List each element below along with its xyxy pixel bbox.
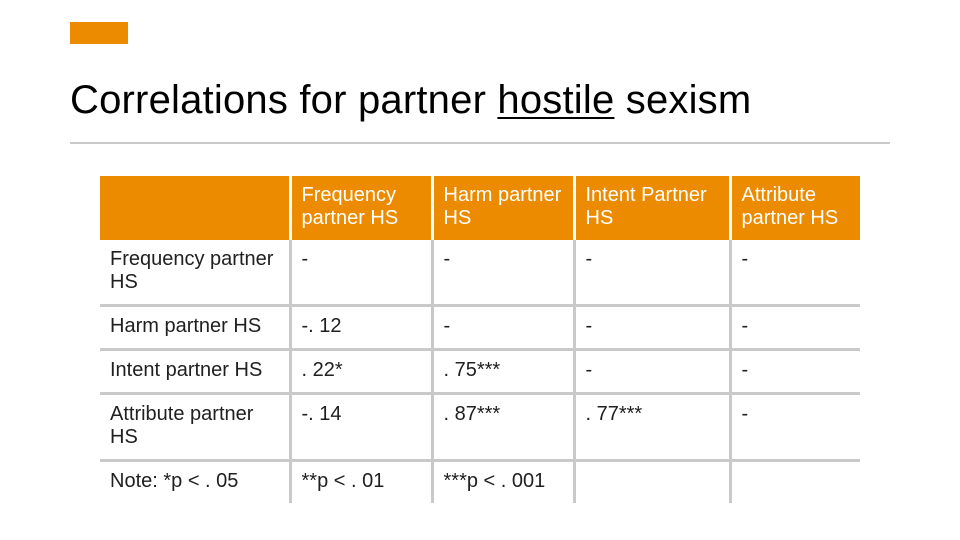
cell: - xyxy=(574,350,730,394)
correlation-table-container: Frequency partner HS Harm partner HS Int… xyxy=(100,176,860,503)
table-header: Harm partner HS xyxy=(432,176,574,240)
slide-title: Correlations for partner hostile sexism xyxy=(70,78,890,123)
cell: - xyxy=(432,306,574,350)
title-divider xyxy=(70,142,890,144)
table-row: Frequency partner HS - - - - xyxy=(100,240,860,306)
cell: . 77*** xyxy=(574,394,730,461)
cell: - xyxy=(730,306,860,350)
cell: -. 14 xyxy=(290,394,432,461)
table-row: Attribute partner HS -. 14 . 87*** . 77*… xyxy=(100,394,860,461)
cell: - xyxy=(574,306,730,350)
row-label: Attribute partner HS xyxy=(100,394,290,461)
table-header: Attribute partner HS xyxy=(730,176,860,240)
cell: - xyxy=(730,240,860,306)
table-header-blank xyxy=(100,176,290,240)
row-label: Harm partner HS xyxy=(100,306,290,350)
note-cell xyxy=(730,461,860,504)
correlation-table: Frequency partner HS Harm partner HS Int… xyxy=(100,176,860,503)
cell: . 75*** xyxy=(432,350,574,394)
table-header-row: Frequency partner HS Harm partner HS Int… xyxy=(100,176,860,240)
table-row-note: Note: *p < . 05 **p < . 01 ***p < . 001 xyxy=(100,461,860,504)
row-label: Frequency partner HS xyxy=(100,240,290,306)
slide: Correlations for partner hostile sexism … xyxy=(0,0,960,540)
cell: . 22* xyxy=(290,350,432,394)
cell: - xyxy=(290,240,432,306)
note-cell: ***p < . 001 xyxy=(432,461,574,504)
note-label: Note: *p < . 05 xyxy=(100,461,290,504)
row-label: Intent partner HS xyxy=(100,350,290,394)
cell: - xyxy=(730,350,860,394)
table-row: Intent partner HS . 22* . 75*** - - xyxy=(100,350,860,394)
title-text-underlined: hostile xyxy=(497,78,614,122)
cell: . 87*** xyxy=(432,394,574,461)
accent-bar xyxy=(70,22,128,44)
title-text-post: sexism xyxy=(614,78,751,122)
cell: - xyxy=(574,240,730,306)
table-row: Harm partner HS -. 12 - - - xyxy=(100,306,860,350)
table-header: Intent Partner HS xyxy=(574,176,730,240)
title-text-pre: Correlations for partner xyxy=(70,78,497,122)
note-cell xyxy=(574,461,730,504)
table-header: Frequency partner HS xyxy=(290,176,432,240)
note-cell: **p < . 01 xyxy=(290,461,432,504)
cell: - xyxy=(432,240,574,306)
cell: - xyxy=(730,394,860,461)
cell: -. 12 xyxy=(290,306,432,350)
